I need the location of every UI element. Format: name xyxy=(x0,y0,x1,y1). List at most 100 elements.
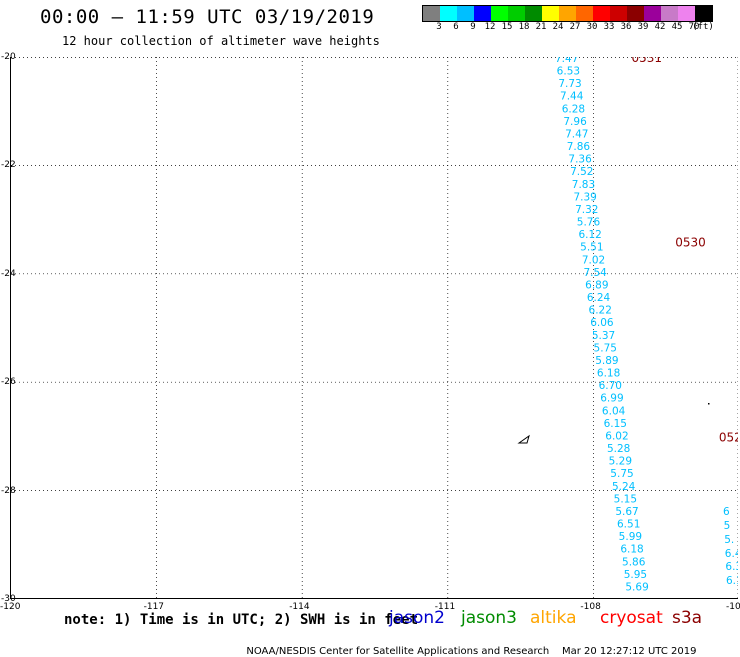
swh-value: 7.47 xyxy=(555,57,578,65)
color-swatch xyxy=(542,6,559,21)
lon-tick-label: -111 xyxy=(434,602,456,612)
swh-value: 6.02 xyxy=(605,430,628,442)
lat-tick-label: -20 xyxy=(1,52,16,62)
swh-value: 5.15 xyxy=(614,493,637,505)
satellite-label: jason2 xyxy=(389,608,445,628)
swh-value: 6.22 xyxy=(589,305,612,317)
swh-value: 6.99 xyxy=(600,393,623,405)
color-swatch xyxy=(423,6,440,21)
color-swatch xyxy=(644,6,661,21)
lon-tick-label: -117 xyxy=(143,602,165,612)
swh-value: 7.02 xyxy=(582,254,605,266)
lat-tick-label: -24 xyxy=(1,268,16,279)
color-scale-label: 70 xyxy=(688,22,700,32)
color-swatch xyxy=(474,6,491,21)
swh-value: 5.24 xyxy=(612,481,636,493)
pass-time-label: 0531 xyxy=(632,57,663,65)
swh-value: 6.04 xyxy=(602,405,626,417)
swh-value: 5.76 xyxy=(577,217,601,229)
satellite-label: s3a xyxy=(672,608,703,628)
color-scale-label: 33 xyxy=(603,22,615,32)
edge-track: 6 5 5. 6.46.3 6.1 xyxy=(723,506,738,587)
color-swatch xyxy=(661,6,678,21)
color-scale-label: 18 xyxy=(518,22,530,32)
color-swatch xyxy=(610,6,627,21)
satellite-label: jason3 xyxy=(461,608,517,628)
lat-tick-label: -22 xyxy=(1,160,16,171)
edge-swh-value: 5. xyxy=(724,534,734,546)
lat-tick-label: -26 xyxy=(1,377,16,388)
lat-tick-label: -28 xyxy=(1,485,16,496)
color-scale-label: 39 xyxy=(637,22,649,32)
color-swatch xyxy=(457,6,474,21)
color-scale-label: 27 xyxy=(569,22,581,32)
pass-time-label: 0530 xyxy=(675,235,706,249)
edge-swh-value: 5 xyxy=(724,520,731,532)
swh-value: 5.29 xyxy=(609,456,632,468)
swh-value: 6.15 xyxy=(604,418,627,430)
color-swatch xyxy=(525,6,542,21)
credit-line: NOAA/NESDIS Center for Satellite Applica… xyxy=(240,635,696,657)
swh-value: 6.51 xyxy=(617,519,640,531)
swh-value: 6.18 xyxy=(620,544,643,556)
color-swatch xyxy=(508,6,525,21)
pass-time-label: 0529 xyxy=(719,430,738,444)
swh-value: 7.96 xyxy=(563,116,587,128)
swh-value: 5.67 xyxy=(615,506,638,518)
satellite-label: altika xyxy=(530,608,577,628)
generated-timestamp: Mar 20 12:27:12 UTC 2019 xyxy=(561,646,697,657)
color-swatch xyxy=(627,6,644,21)
lon-tick-label: -108 xyxy=(580,602,601,612)
swh-value: 7.54 xyxy=(583,267,607,279)
color-scale-label: 3 xyxy=(436,22,442,32)
lon-tick-label: -114 xyxy=(289,602,310,612)
lon-tick-label: -105 xyxy=(726,602,740,612)
color-scale-bar xyxy=(422,5,713,22)
swh-value: 6.89 xyxy=(585,279,608,291)
edge-swh-value: 6.3 xyxy=(725,561,738,573)
swh-value: 7.47 xyxy=(565,128,588,140)
color-scale-label: 45 xyxy=(671,22,683,32)
color-swatch xyxy=(678,6,695,21)
color-scale-label: 9 xyxy=(470,22,476,32)
swh-value: 5.99 xyxy=(619,531,642,543)
satellite-label: cryosat xyxy=(600,608,663,628)
color-scale-label: (ft) xyxy=(692,22,714,32)
edge-swh-value: 6 xyxy=(723,506,730,518)
swh-value: 6.70 xyxy=(599,380,622,392)
color-scale-label: 30 xyxy=(586,22,598,32)
swh-value: 7.52 xyxy=(570,166,593,178)
swh-value: 7.44 xyxy=(560,91,584,103)
swh-value: 5.69 xyxy=(625,581,648,593)
color-scale-label: 15 xyxy=(501,22,513,32)
swh-value: 7.39 xyxy=(573,191,596,203)
swh-value: 6.53 xyxy=(557,66,580,78)
units-note: note: 1) Time is in UTC; 2) SWH is in fe… xyxy=(64,612,419,628)
color-scale-label: 12 xyxy=(484,22,496,32)
swh-value: 5.95 xyxy=(624,569,647,581)
swh-value: 6.06 xyxy=(590,317,614,329)
wave-height-map: 7.476.537.737.446.287.967.477.867.367.52… xyxy=(10,57,738,599)
color-scale-label: 24 xyxy=(552,22,564,32)
altimeter-track: 7.476.537.737.446.287.967.477.867.367.52… xyxy=(555,57,649,593)
color-scale-label: 21 xyxy=(535,22,547,32)
color-swatch xyxy=(559,6,576,21)
swh-value: 5.28 xyxy=(607,443,630,455)
swh-value: 6.28 xyxy=(562,103,585,115)
swh-value: 7.36 xyxy=(568,154,592,166)
swh-value: 6.18 xyxy=(597,368,620,380)
swh-value: 7.83 xyxy=(572,179,595,191)
pass-time-labels: 0531 0530 0529 xyxy=(632,57,738,444)
swh-value: 5.89 xyxy=(595,355,618,367)
color-scale-label: 6 xyxy=(453,22,459,32)
swh-value: 5.37 xyxy=(592,330,615,342)
edge-swh-value: 6.4 xyxy=(725,548,738,560)
color-swatch xyxy=(440,6,457,21)
color-scale-label: 42 xyxy=(654,22,666,32)
swh-value: 7.32 xyxy=(575,204,598,216)
island-marker xyxy=(517,434,530,444)
swh-value: 6.12 xyxy=(578,229,601,241)
page-title: 00:00 – 11:59 UTC 03/19/2019 xyxy=(40,6,375,28)
color-swatch xyxy=(576,6,593,21)
color-swatch xyxy=(695,6,712,21)
